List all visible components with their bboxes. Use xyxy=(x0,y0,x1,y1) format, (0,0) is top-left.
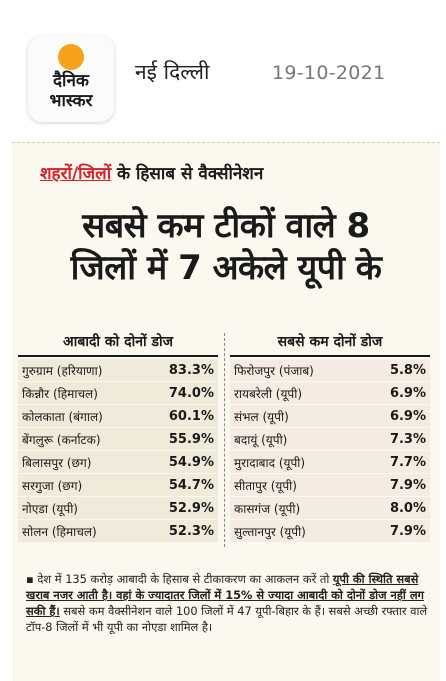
vaccination-percent: 83.3% xyxy=(168,362,214,378)
logo-line1: दैनिक xyxy=(53,71,89,91)
table-row: सोलन (हिमाचल) 52.3% xyxy=(18,520,218,542)
highest-vaccination-column: आबादी को दोनों डोज गुरुग्राम (हरियाणा) 83… xyxy=(18,331,218,543)
district-name: सुल्तानपुर (यूपी) xyxy=(234,524,306,539)
table-row: रायबरेली (यूपी) 6.9% xyxy=(230,382,430,404)
post-header: दैनिक भास्कर नई दिल्ली 19-10-2021 xyxy=(0,0,446,130)
vaccination-percent: 60.1% xyxy=(168,408,214,424)
headline-line2: जिलों में 7 अकेले यूपी के xyxy=(70,248,382,288)
table-row: सुल्तानपुर (यूपी) 7.9% xyxy=(230,520,430,542)
table-row: कासगंज (यूपी) 8.0% xyxy=(230,497,430,519)
table-row: बिलासपुर (छग) 54.9% xyxy=(18,451,218,473)
headline-line1: सबसे कम टीकों वाले 8 xyxy=(82,206,370,246)
vaccination-percent: 5.8% xyxy=(389,362,426,378)
table-row: फिरोजपुर (पंजाब) 5.8% xyxy=(230,359,430,381)
subtitle-highlight: शहरों/जिलों xyxy=(40,164,112,184)
vaccination-percent: 6.9% xyxy=(389,408,426,424)
table-row: बेंगलुरू (कर्नाटक) 55.9% xyxy=(18,428,218,450)
left-column-title: आबादी को दोनों डोज xyxy=(18,331,218,357)
vaccination-percent: 55.9% xyxy=(168,431,214,447)
district-name: कासगंज (यूपी) xyxy=(234,501,301,516)
district-name: सोलन (हिमाचल) xyxy=(22,524,97,539)
vaccination-percent: 7.9% xyxy=(389,477,426,493)
news-clipping: शहरों/जिलों के हिसाब से वैक्सीनेशन सबसे … xyxy=(12,142,440,681)
district-name: किन्नौर (हिमाचल) xyxy=(22,386,98,401)
vaccination-percent: 7.3% xyxy=(389,431,426,447)
vaccination-percent: 6.9% xyxy=(389,385,426,401)
table-row: सीतापुर (यूपी) 7.9% xyxy=(230,474,430,496)
district-name: बदायूं (यूपी) xyxy=(234,432,288,447)
note-part3: सबसे कम वैक्सीनेशन वाले 100 जिलों में 47… xyxy=(26,604,428,634)
column-divider xyxy=(224,333,225,547)
subtitle-rest: के हिसाब से वैक्सीनेशन xyxy=(111,164,264,184)
dateline-city: नई दिल्ली xyxy=(135,60,210,84)
sun-icon xyxy=(58,44,84,70)
note-part1: ▪ देश में 135 करोड़ आबादी के हिसाब से टी… xyxy=(26,572,333,586)
vaccination-percent: 54.7% xyxy=(168,477,214,493)
vaccination-percent: 74.0% xyxy=(168,385,214,401)
vaccination-percent: 8.0% xyxy=(389,500,426,516)
table-row: संभल (यूपी) 6.9% xyxy=(230,405,430,427)
district-name: सरगुजा (छग) xyxy=(22,478,83,493)
article-subtitle: शहरों/जिलों के हिसाब से वैक्सीनेशन xyxy=(40,161,263,184)
table-row: बदायूं (यूपी) 7.3% xyxy=(230,428,430,450)
article-note: ▪ देश में 135 करोड़ आबादी के हिसाब से टी… xyxy=(26,571,430,635)
district-name: सीतापुर (यूपी) xyxy=(234,478,297,493)
dainik-bhaskar-logo[interactable]: दैनिक भास्कर xyxy=(28,36,114,122)
logo-line2: भास्कर xyxy=(49,91,93,111)
district-name: रायबरेली (यूपी) xyxy=(234,386,303,401)
table-row: मुरादाबाद (यूपी) 7.7% xyxy=(230,451,430,473)
table-row: सरगुजा (छग) 54.7% xyxy=(18,474,218,496)
table-row: किन्नौर (हिमाचल) 74.0% xyxy=(18,382,218,404)
district-name: संभल (यूपी) xyxy=(234,409,289,424)
vaccination-percent: 7.7% xyxy=(389,454,426,470)
district-name: बिलासपुर (छग) xyxy=(22,455,92,470)
table-row: नोएडा (यूपी) 52.9% xyxy=(18,497,218,519)
district-name: नोएडा (यूपी) xyxy=(22,501,78,516)
vaccination-percent: 52.9% xyxy=(168,500,214,516)
dateline-date: 19-10-2021 xyxy=(272,62,386,84)
lowest-vaccination-column: सबसे कम दोनों डोज फिरोजपुर (पंजाब) 5.8% रा… xyxy=(230,331,430,543)
district-name: कोलकाता (बंगाल) xyxy=(22,409,103,424)
vaccination-percent: 52.3% xyxy=(168,523,214,539)
note-part2: यूपी की स्थिति सबसे खराब नजर आती है। वहा… xyxy=(26,572,424,618)
district-name: बेंगलुरू (कर्नाटक) xyxy=(22,432,101,447)
vaccination-percent: 54.9% xyxy=(168,454,214,470)
district-name: मुरादाबाद (यूपी) xyxy=(234,455,306,470)
right-column-title: सबसे कम दोनों डोज xyxy=(230,331,430,357)
table-row: कोलकाता (बंगाल) 60.1% xyxy=(18,405,218,427)
vaccination-percent: 7.9% xyxy=(389,523,426,539)
district-name: गुरुग्राम (हरियाणा) xyxy=(22,363,103,378)
article-headline: सबसे कम टीकों वाले 8 जिलों में 7 अकेले य… xyxy=(12,205,440,289)
table-row: गुरुग्राम (हरियाणा) 83.3% xyxy=(18,359,218,381)
district-name: फिरोजपुर (पंजाब) xyxy=(234,363,314,378)
